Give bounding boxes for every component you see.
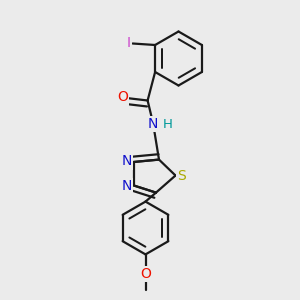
Text: S: S [177, 169, 186, 182]
Text: N: N [122, 179, 132, 193]
Text: N: N [122, 154, 132, 168]
Text: N: N [147, 117, 158, 131]
Text: I: I [127, 36, 131, 50]
Text: O: O [140, 267, 151, 281]
Text: O: O [117, 91, 128, 104]
Text: H: H [163, 118, 172, 131]
